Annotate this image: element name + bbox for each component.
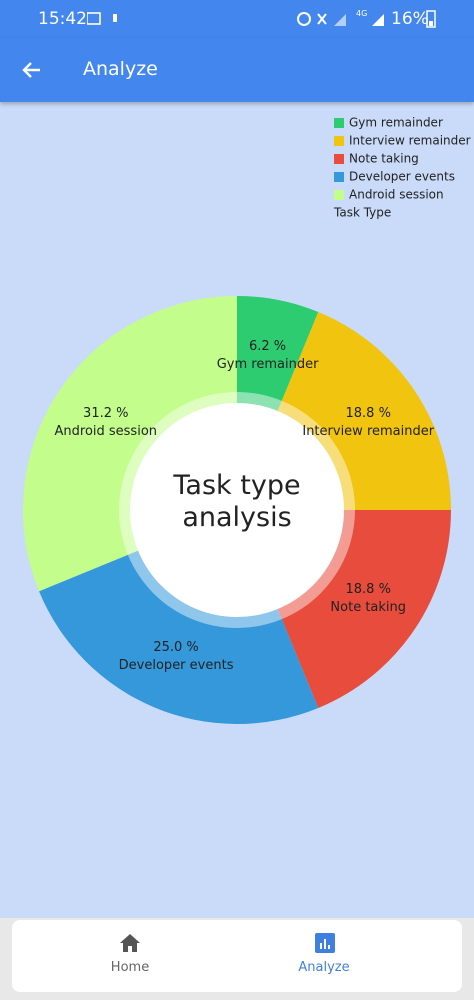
analyze-icon <box>315 933 335 953</box>
legend-swatch <box>334 118 344 128</box>
status-icons <box>297 12 346 26</box>
legend-label: Note taking <box>349 152 419 166</box>
slice-percent: 18.8 % <box>346 581 391 596</box>
battery-icon <box>426 10 436 28</box>
bottom-nav: Home Analyze <box>12 920 462 992</box>
home-icon <box>120 934 140 952</box>
bottom-nav-area: Home Analyze <box>0 918 474 1000</box>
slice-percent: 31.2 % <box>83 406 128 421</box>
slice-percent: 25.0 % <box>153 639 198 654</box>
slice-name: Gym remainder <box>217 356 319 371</box>
slice-percent: 18.8 % <box>346 406 391 421</box>
legend-label: Gym remainder <box>349 116 443 130</box>
network-type: 4G <box>356 9 368 18</box>
slice-label: 18.8 % Interview remainder <box>302 406 434 439</box>
slice-name: Note taking <box>330 599 406 614</box>
battery-percent: 16% <box>391 9 429 29</box>
legend-swatch <box>334 190 344 200</box>
legend-label: Developer events <box>349 170 455 184</box>
nav-analyze[interactable]: Analyze <box>264 920 384 992</box>
nav-label: Home <box>110 960 150 975</box>
slice-label: 25.0 % Developer events <box>119 639 234 672</box>
app-bar: Analyze <box>0 38 474 102</box>
pie-chart: 6.2 % Gym remainder 18.8 % Interview remain… <box>22 116 471 725</box>
nav-label: Analyze <box>298 960 350 975</box>
slice-name: Developer events <box>119 657 234 672</box>
status-icons <box>87 12 117 25</box>
app-bar-title: Analyze <box>83 58 158 80</box>
slice-label: 31.2 % Android session <box>55 406 158 439</box>
legend-label: Interview remainder <box>349 134 471 148</box>
status-bar: 15:42 4G 16% <box>0 0 474 38</box>
legend-swatch <box>334 172 344 182</box>
legend-swatch <box>334 136 344 146</box>
slice-percent: 6.2 % <box>249 338 286 353</box>
nav-home[interactable]: Home <box>70 920 190 992</box>
slice-label: 6.2 % Gym remainder <box>217 338 319 371</box>
center-hole <box>130 403 344 617</box>
slice-name: Android session <box>55 424 158 439</box>
center-text: Task type analysis <box>173 470 301 533</box>
legend-swatch <box>334 154 344 164</box>
slice-name: Interview remainder <box>302 424 434 439</box>
legend-label: Android session <box>349 188 444 202</box>
legend-title: Task Type <box>333 206 391 220</box>
back-button[interactable] <box>20 58 44 82</box>
slice-label: 18.8 % Note taking <box>330 581 406 614</box>
clock: 15:42 <box>38 9 87 29</box>
signal <box>372 14 384 26</box>
